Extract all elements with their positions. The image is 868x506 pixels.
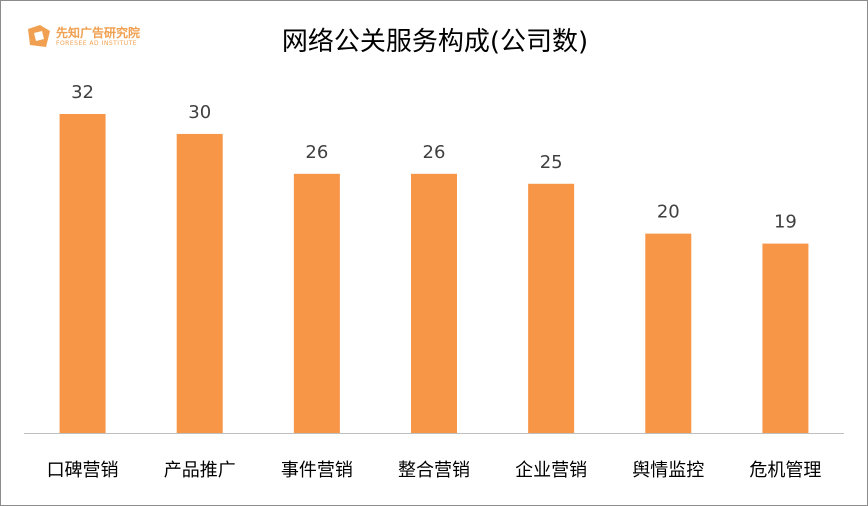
brand-logo-icon <box>28 25 50 47</box>
bar-7 <box>762 243 809 433</box>
bar-value-label: 26 <box>305 142 328 163</box>
bar-value-label: 26 <box>423 142 446 163</box>
category-label: 事件营销 <box>281 460 353 481</box>
category-label: 整合营销 <box>398 460 470 481</box>
category-label: 舆情监控 <box>632 460 704 481</box>
brand-logo-tagline: FORESEE AD INSTITUTE <box>56 40 138 47</box>
brand-logo-name: 先知广告研究院 <box>56 26 141 40</box>
bar-2 <box>176 133 223 433</box>
bar-value-label: 19 <box>774 212 797 233</box>
category-label: 口碑营销 <box>47 460 119 481</box>
bar-5 <box>528 183 575 433</box>
chart-title: 网络公关服务构成(公司数) <box>281 27 589 57</box>
category-label: 企业营销 <box>515 460 587 481</box>
brand-logo: 先知广告研究院 FORESEE AD INSTITUTE <box>26 23 146 53</box>
bar-value-label: 25 <box>540 152 563 173</box>
bar-value-label: 30 <box>188 102 211 123</box>
bar-4 <box>411 173 457 433</box>
bar-1 <box>59 114 106 433</box>
category-label: 危机管理 <box>749 460 821 481</box>
bar-value-label: 32 <box>71 82 94 103</box>
bar-3 <box>293 173 340 433</box>
bar-6 <box>645 233 692 433</box>
category-label: 产品推广 <box>164 460 236 481</box>
bar-value-label: 20 <box>657 202 680 223</box>
